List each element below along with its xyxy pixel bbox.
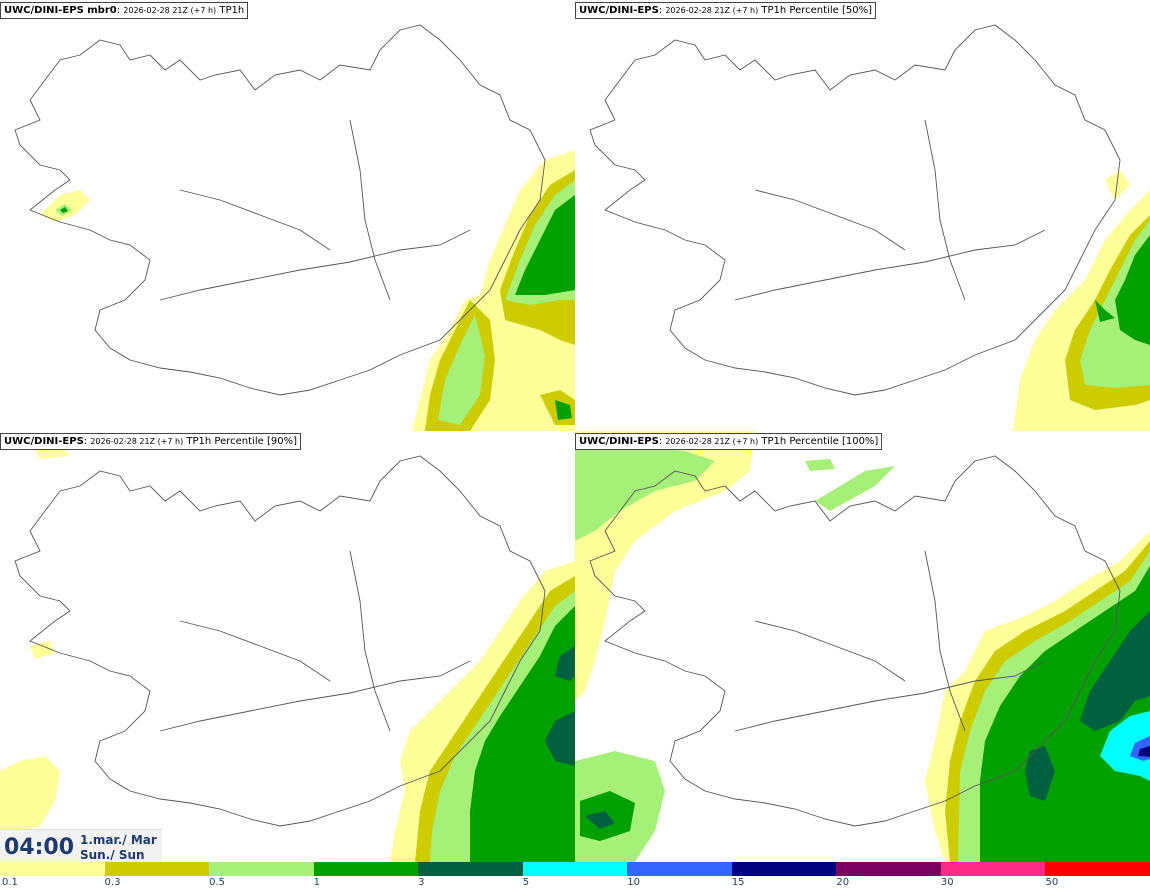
- colorbar-segment: [0, 862, 105, 876]
- colorbar-segment: [418, 862, 523, 876]
- colorbar-tick-label: 15: [731, 877, 745, 888]
- run-time: 2026-02-28 21Z (+7 h): [123, 6, 217, 15]
- colorbar-tick-label: 0.3: [104, 877, 121, 888]
- colorbar-segment: [627, 862, 732, 876]
- panel-title: UWC/DINI-EPS mbr0: 2026-02-28 21Z (+7 h)…: [0, 2, 249, 19]
- precip-map: [575, 431, 1150, 862]
- precip-field: [0, 441, 575, 862]
- field-name: TP1h Percentile [50%]: [761, 5, 872, 16]
- colorbar-tick-label: 3: [418, 877, 425, 888]
- colorbar-segment: [940, 862, 1046, 876]
- colorbar-tick-label: 1: [313, 877, 320, 888]
- model-name: UWC/DINI-EPS: [579, 436, 659, 447]
- iceland-coastline: [589, 455, 1121, 827]
- iceland-coastline: [589, 24, 1121, 396]
- colorbar-segment: [522, 862, 628, 876]
- precip-colorbar: [0, 862, 1150, 876]
- precip-field: [1013, 170, 1150, 431]
- model-name: UWC/DINI-EPS mbr0: [4, 5, 117, 16]
- precip-map: [14, 24, 575, 431]
- map-panel-p90: UWC/DINI-EPS: 2026-02-28 21Z (+7 h) TP1h…: [0, 431, 575, 862]
- valid-time-clock: 04:00: [4, 835, 75, 860]
- model-name: UWC/DINI-EPS: [579, 5, 659, 16]
- map-panel-p100: UWC/DINI-EPS: 2026-02-28 21Z (+7 h) TP1h…: [575, 431, 1150, 862]
- field-name: TP1h Percentile [90%]: [186, 436, 297, 447]
- colorbar-segment: [1045, 862, 1150, 876]
- valid-time-box: 04:00 1.mar./ Mar Sun./ Sun: [0, 829, 162, 863]
- iceland-coastline: [14, 455, 546, 827]
- colorbar-tick-label: 20: [836, 877, 850, 888]
- precip-field: [40, 150, 575, 431]
- map-panel-p50: UWC/DINI-EPS: 2026-02-28 21Z (+7 h) TP1h…: [575, 0, 1150, 431]
- precip-map: [0, 441, 575, 862]
- colorbar-segment: [836, 862, 941, 876]
- colorbar-segment: [313, 862, 419, 876]
- panel-title: UWC/DINI-EPS: 2026-02-28 21Z (+7 h) TP1h…: [575, 433, 883, 450]
- model-name: UWC/DINI-EPS: [4, 436, 84, 447]
- valid-date-line1: 1.mar./ Mar: [80, 833, 157, 847]
- colorbar-tick-label: 10: [627, 877, 640, 888]
- iceland-coastline: [14, 24, 546, 396]
- precip-map: [589, 24, 1150, 431]
- colorbar-segment: [731, 862, 837, 876]
- panel-title: UWC/DINI-EPS: 2026-02-28 21Z (+7 h) TP1h…: [575, 2, 876, 19]
- field-name: TP1h: [219, 5, 245, 16]
- colorbar-tick-label: 30: [940, 877, 954, 888]
- precip-field: [575, 431, 1150, 862]
- colorbar-tick-label: 0.5: [209, 877, 225, 888]
- run-time: 2026-02-28 21Z (+7 h): [665, 437, 759, 446]
- colorbar-segment: [104, 862, 210, 876]
- colorbar-segment: [209, 862, 314, 876]
- colorbar-tick-label: 50: [1045, 877, 1059, 888]
- colorbar-tick-label: 5: [522, 877, 530, 888]
- map-panel-mbr0: UWC/DINI-EPS mbr0: 2026-02-28 21Z (+7 h)…: [0, 0, 575, 431]
- valid-date-line2: Sun./ Sun: [80, 848, 145, 862]
- run-time: 2026-02-28 21Z (+7 h): [665, 6, 759, 15]
- run-time: 2026-02-28 21Z (+7 h): [90, 437, 184, 446]
- colorbar-tick-label: 0.1: [2, 877, 18, 888]
- panel-title: UWC/DINI-EPS: 2026-02-28 21Z (+7 h) TP1h…: [0, 433, 301, 450]
- field-name: TP1h Percentile [100%]: [761, 436, 879, 447]
